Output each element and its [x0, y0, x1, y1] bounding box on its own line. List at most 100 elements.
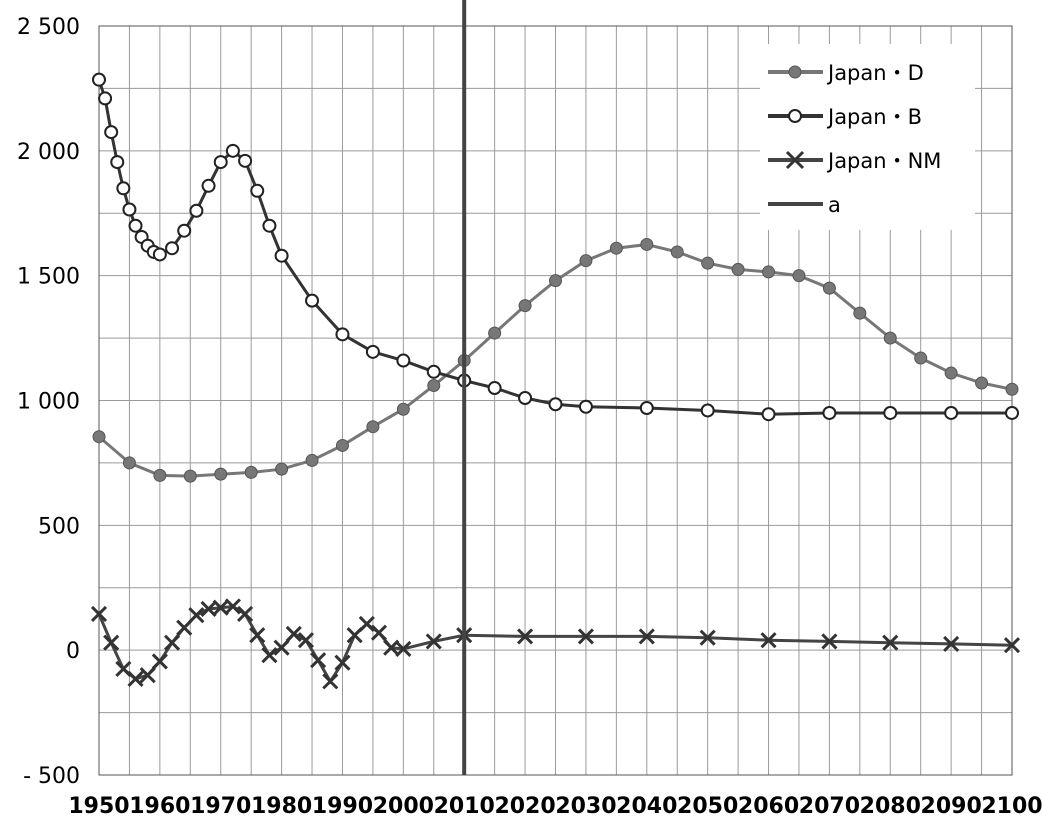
data-point [92, 72, 106, 87]
data-point [518, 391, 533, 406]
data-point [335, 438, 349, 452]
data-point [122, 456, 136, 470]
legend-entry: a [768, 193, 841, 217]
x-tick-label: 2020 [494, 794, 555, 818]
data-point [396, 353, 411, 368]
x-tick-label: 2080 [860, 794, 921, 818]
data-point [638, 628, 655, 645]
data-point [214, 467, 228, 481]
series-Japan・D [92, 237, 1019, 483]
y-tick-label: 2 500 [17, 15, 80, 40]
data-point [334, 654, 351, 671]
data-point [249, 627, 266, 644]
legend-marker [788, 65, 802, 79]
legend-entry: Japan・D [768, 61, 924, 85]
data-point [188, 607, 205, 624]
data-point [882, 634, 899, 651]
data-point [760, 632, 777, 649]
data-point [153, 468, 167, 482]
data-point [425, 633, 442, 650]
data-point [731, 262, 745, 276]
legend-marker [788, 109, 802, 123]
data-point [366, 420, 380, 434]
data-point [305, 453, 319, 467]
data-point [670, 245, 684, 259]
data-point [1003, 637, 1021, 654]
data-point [92, 430, 106, 444]
data-point [821, 633, 838, 650]
data-point [262, 218, 277, 233]
data-point [90, 605, 108, 623]
data-point [427, 379, 441, 393]
data-point [579, 254, 593, 268]
legend-label: a [828, 193, 841, 217]
data-point [297, 632, 315, 649]
data-point [244, 465, 258, 479]
y-tick-label: 2 000 [17, 140, 80, 165]
axes: 2 500 2 000 1 500 1 000 500 0 - 500 1950 1960 197… [17, 15, 1042, 819]
x-tick-label: 1970 [190, 794, 251, 818]
data-point [943, 635, 960, 652]
x-tick-label: 2050 [677, 794, 738, 818]
data-point [165, 241, 180, 256]
data-point [518, 299, 532, 313]
data-point [103, 634, 120, 651]
data-point [213, 155, 228, 170]
x-tick-label: 1980 [251, 794, 312, 818]
data-point [549, 274, 562, 288]
data-point [310, 652, 327, 669]
data-point [177, 223, 192, 238]
data-point [517, 628, 534, 645]
y-tick-label: 1 000 [17, 390, 80, 415]
data-point [944, 405, 959, 420]
data-point [110, 155, 125, 170]
series-layer [90, 0, 1021, 775]
data-point [285, 625, 302, 642]
data-point [127, 670, 144, 687]
data-point [1005, 382, 1019, 396]
data-point [273, 639, 290, 656]
data-point [139, 667, 156, 684]
x-tick-label: 2070 [799, 794, 860, 818]
data-point [163, 634, 181, 651]
data-point [699, 629, 716, 646]
x-tick-label: 2000 [373, 794, 434, 818]
data-point [488, 326, 502, 340]
data-point [639, 400, 654, 415]
series-Japan・NM [90, 598, 1021, 690]
x-tick-label: 1990 [312, 794, 373, 818]
plot-frame [98, 25, 1013, 776]
data-point [426, 364, 441, 379]
data-point [152, 247, 167, 262]
data-point [225, 143, 240, 158]
legend-entry: Japan・B [768, 105, 922, 129]
data-point [201, 178, 216, 193]
data-point [261, 647, 278, 664]
legend-marker [785, 150, 805, 170]
data-point [701, 256, 715, 270]
data-point [700, 403, 715, 418]
y-tick-label: 0 [66, 639, 80, 664]
data-point [975, 376, 989, 390]
data-point [322, 673, 339, 690]
data-point [358, 615, 375, 633]
data-point [609, 241, 623, 255]
data-point [365, 344, 380, 359]
x-tick-label: 2060 [738, 794, 799, 818]
data-point [395, 640, 412, 657]
data-point [883, 331, 897, 345]
data-point [487, 381, 502, 396]
y-tick-label: 500 [38, 514, 80, 539]
y-tick-label: 1 500 [17, 265, 80, 290]
data-point [189, 203, 204, 218]
data-point [883, 405, 898, 420]
data-point [274, 248, 289, 263]
legend-entry: Japan・NM [768, 149, 941, 173]
data-point [396, 402, 410, 416]
data-point [1005, 405, 1019, 420]
x-tick-label: 2100 [981, 794, 1042, 818]
data-point [305, 293, 320, 308]
data-point [122, 202, 137, 217]
data-point [250, 183, 265, 198]
